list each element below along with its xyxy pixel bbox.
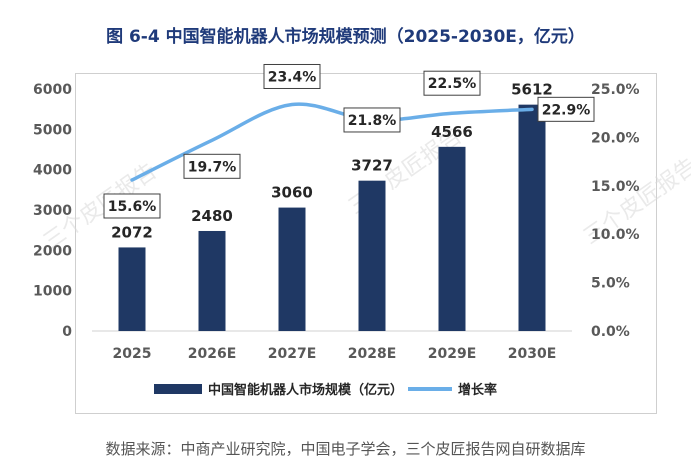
growth-label-2026E: 19.7% [183,153,241,179]
chart-title: 图 6-4 中国智能机器人市场规模预测（2025-2030E，亿元） [106,27,585,47]
growth-label-2025: 15.6% [103,193,161,219]
growth-label-box [423,70,481,96]
combo-chart: 三个皮匠报告 三个皮匠报告 三个皮匠报告 010002000300040005000… [33,63,691,398]
growth-label-box [537,96,595,122]
bar-value-label: 3060 [271,184,313,202]
growth-label-box [103,193,161,219]
growth-label-text: 19.7% [188,159,237,175]
y2-tick-label: 0.0% [591,324,630,340]
growth-label-box [263,63,321,89]
growth-label-text: 23.4% [268,69,317,85]
growth-label-text: 22.9% [542,102,591,118]
y-tick-label: 4000 [33,163,72,179]
legend-bar-swatch [154,384,202,394]
x-tick-label: 2030E [508,346,557,362]
y-tick-label: 2000 [33,243,72,259]
growth-label-2029E: 22.5% [423,70,481,96]
growth-label-box [343,107,401,133]
growth-label-box [183,153,241,179]
y2-tick-label: 10.0% [591,227,640,243]
y2-tick-label: 15.0% [591,179,640,195]
source-note: 数据来源：中商产业研究院，中国电子学会，三个皮匠报告网自研数据库 [105,440,586,458]
bar-value-label: 5612 [511,81,553,99]
legend-line-label: 增长率 [458,382,497,398]
y-tick-label: 3000 [33,203,72,219]
bar-2028E [358,180,386,331]
x-tick-label: 2029E [428,346,477,362]
x-tick-label: 2025 [113,346,152,362]
x-tick-label: 2026E [188,346,237,362]
bar-value-label: 3727 [351,157,393,175]
y2-tick-label: 5.0% [591,276,630,292]
bar-2029E [438,146,466,331]
growth-label-text: 22.5% [428,76,477,92]
legend-bar-label: 中国智能机器人市场规模（亿元） [208,382,403,398]
growth-label-2027E: 23.4% [263,63,321,89]
y-tick-label: 0 [62,324,72,340]
y-tick-label: 1000 [33,284,72,300]
y2-tick-label: 20.0% [591,130,640,146]
y-tick-label: 5000 [33,122,72,138]
chart-frame [75,73,657,414]
bar-2025 [118,247,146,331]
growth-label-2030E: 22.9% [537,96,595,122]
bar-value-label: 2480 [191,207,233,225]
bar-2027E [278,207,306,331]
bar-value-label: 4566 [431,123,473,141]
y-tick-label: 6000 [33,82,72,98]
bar-2030E [518,104,546,332]
x-tick-label: 2028E [348,346,397,362]
growth-label-text: 15.6% [108,199,157,215]
bar-2026E [198,230,226,331]
x-tick-label: 2027E [268,346,317,362]
bar-value-label: 2072 [111,223,153,241]
y2-tick-label: 25.0% [591,82,640,98]
growth-label-text: 21.8% [348,113,397,129]
growth-rate-line [130,102,534,182]
growth-label-2028E: 21.8% [343,107,401,133]
